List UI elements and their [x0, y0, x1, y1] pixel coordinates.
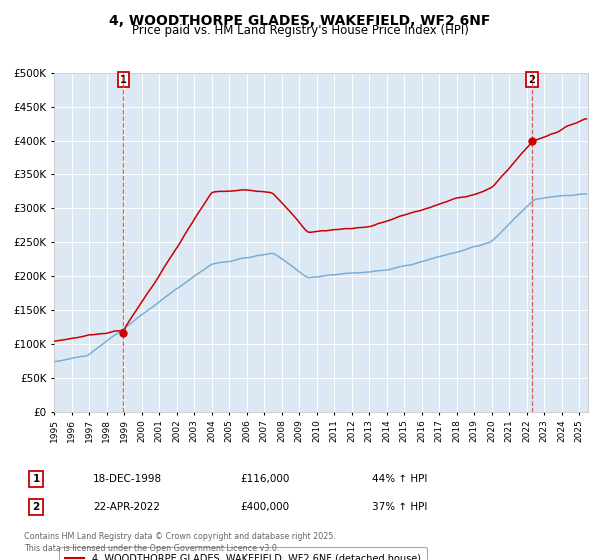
Text: £116,000: £116,000	[240, 474, 289, 484]
Text: Price paid vs. HM Land Registry's House Price Index (HPI): Price paid vs. HM Land Registry's House …	[131, 24, 469, 37]
Text: 1: 1	[120, 74, 127, 85]
Text: 2: 2	[32, 502, 40, 512]
Text: 44% ↑ HPI: 44% ↑ HPI	[372, 474, 427, 484]
Text: 1: 1	[32, 474, 40, 484]
Text: 22-APR-2022: 22-APR-2022	[93, 502, 160, 512]
Text: 2: 2	[529, 74, 535, 85]
Text: 4, WOODTHORPE GLADES, WAKEFIELD, WF2 6NF: 4, WOODTHORPE GLADES, WAKEFIELD, WF2 6NF	[109, 14, 491, 28]
Legend: 4, WOODTHORPE GLADES, WAKEFIELD, WF2 6NF (detached house), HPI: Average price, d: 4, WOODTHORPE GLADES, WAKEFIELD, WF2 6NF…	[59, 547, 427, 560]
Text: 37% ↑ HPI: 37% ↑ HPI	[372, 502, 427, 512]
Text: £400,000: £400,000	[240, 502, 289, 512]
Text: Contains HM Land Registry data © Crown copyright and database right 2025.
This d: Contains HM Land Registry data © Crown c…	[24, 533, 336, 553]
Text: 18-DEC-1998: 18-DEC-1998	[93, 474, 162, 484]
